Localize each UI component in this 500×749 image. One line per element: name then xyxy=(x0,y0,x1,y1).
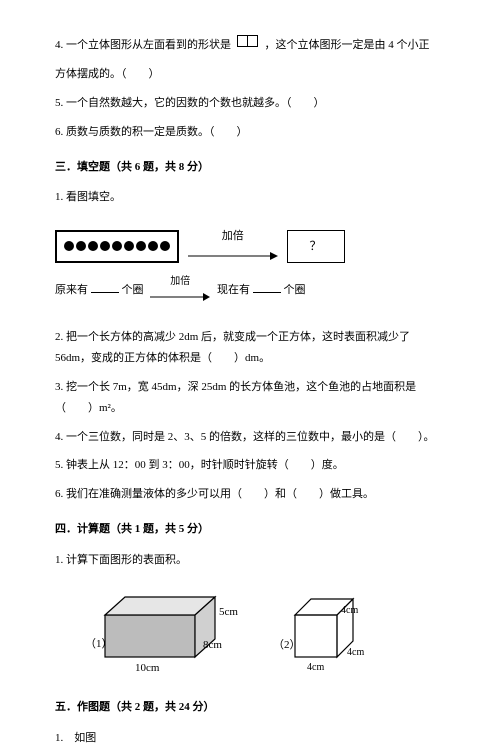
calc-1: 1. 计算下面图形的表面积。 xyxy=(55,550,445,571)
figB-b: 4cm xyxy=(347,647,364,658)
diagram-row2: 原来有 个圈 加倍 现在有 个圈 xyxy=(55,272,445,309)
question-6: 6. 质数与质数的积一定是质数。（ ） xyxy=(55,122,445,143)
section-5-title: 五．作图题（共 2 题，共 24 分） xyxy=(55,697,445,718)
figA-len: 10cm xyxy=(135,662,160,674)
fillblank-2: 2. 把一个长方体的高减少 2dm 后，就变成一个正方体，这时表面积减少了56d… xyxy=(55,327,445,369)
fillblank-3: 3. 挖一个长 7m，宽 45dm，深 25dm 的长方体鱼池，这个鱼池的占地面… xyxy=(55,377,445,419)
section-4-title: 四．计算题（共 1 题，共 5 分） xyxy=(55,519,445,540)
blank-now[interactable] xyxy=(253,280,281,293)
figA-h: 5cm xyxy=(219,606,238,618)
two-square-icon xyxy=(237,35,259,56)
q4-text-c: 方体摆成的。（ ） xyxy=(55,68,160,80)
calc-figures: 5cm 8cm 10cm （1） 4cm 4cm 4cm （2） xyxy=(85,585,445,683)
section-3-title: 三．填空题（共 6 题，共 8 分） xyxy=(55,157,445,178)
arrow-double: 加倍 xyxy=(188,226,278,266)
figA-w: 8cm xyxy=(203,639,222,651)
solids-svg: 5cm 8cm 10cm （1） 4cm 4cm 4cm （2） xyxy=(85,585,405,675)
dots-box xyxy=(55,230,179,263)
row2-c: 现在有 xyxy=(217,284,250,296)
figA-label: （1） xyxy=(85,637,113,650)
question-4-line2: 方体摆成的。（ ） xyxy=(55,64,445,85)
fillblank-5: 5. 钟表上从 12：00 到 3：00，时针顺时针旋转（ ）度。 xyxy=(55,455,445,476)
arrow-label-1: 加倍 xyxy=(188,226,278,247)
fillblank-1: 1. 看图填空。 xyxy=(55,187,445,208)
row2-a: 原来有 xyxy=(55,284,88,296)
question-mark-box: ？ xyxy=(287,230,345,263)
blank-original[interactable] xyxy=(91,280,119,293)
arrow-mid: 加倍 xyxy=(150,272,210,309)
q4-text-a: 4. 一个立体图形从左面看到的形状是 xyxy=(55,39,231,51)
fillblank-1-diagram: 加倍 ？ 原来有 个圈 加倍 现在有 个圈 xyxy=(55,226,445,309)
q4-text-b: ，这个立体图形一定是由 4 个小正 xyxy=(265,39,430,51)
figB-a: 4cm xyxy=(341,605,358,616)
row2-d: 个圈 xyxy=(284,284,306,296)
question-5: 5. 一个自然数越大，它的因数的个数也就越多。（ ） xyxy=(55,93,445,114)
arrow-label-2: 加倍 xyxy=(150,272,210,291)
figB-c: 4cm xyxy=(307,662,324,673)
fillblank-6: 6. 我们在准确测量液体的多少可以用（ ）和（ ）做工具。 xyxy=(55,484,445,505)
figB-label: （2） xyxy=(273,638,301,651)
row2-b: 个圈 xyxy=(122,284,144,296)
draw-1: 1. 如图 xyxy=(55,728,445,749)
fillblank-4: 4. 一个三位数，同时是 2、3、5 的倍数，这样的三位数中，最小的是（ ）。 xyxy=(55,427,445,448)
question-4: 4. 一个立体图形从左面看到的形状是 ，这个立体图形一定是由 4 个小正 xyxy=(55,35,445,56)
